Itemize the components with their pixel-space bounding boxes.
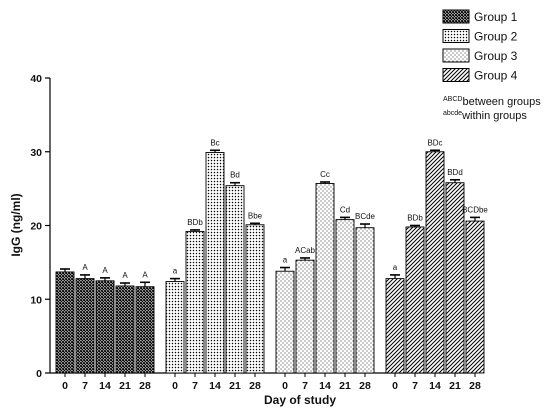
axes: 0 10 20 30 40 0 7 14 21 28 0 7 14 21 28 0 7 14 21 28 0 7 14 21 2… [30,73,481,392]
x-tick-label: 14 [99,380,111,392]
significance-label: Cc [320,170,330,179]
x-tick-label: 28 [139,380,151,392]
significance-label: BCde [355,212,376,221]
bar [295,259,315,374]
significance-label: Cd [340,205,350,214]
x-tick-label: 7 [192,380,198,392]
bar [185,230,205,374]
x-tick-label: 14 [209,380,221,392]
legend-swatch [442,48,470,63]
x-tick-label: 7 [82,380,88,392]
bar [385,278,405,374]
x-tick-label: 28 [249,380,261,392]
x-tick-label: 28 [469,380,481,392]
bar [275,270,295,374]
significance-label: A [142,270,148,279]
legend-label: Group 1 [474,10,518,24]
significance-label: BDc [427,138,442,147]
legend-swatch [442,29,470,43]
annotation-note: abcdewithin groups [443,110,527,122]
legend-swatch [442,68,470,82]
x-tick-label: 0 [62,380,68,392]
x-tick-label: 21 [229,380,241,392]
bar [55,271,75,374]
bar [465,220,485,374]
x-tick-label: 0 [282,380,288,392]
significance-label: BDb [187,218,203,227]
x-tick-label: 21 [449,380,461,392]
significance-label: Bc [210,138,219,147]
significance-label: A [122,271,128,280]
significance-label: BDd [447,168,463,177]
significance-label: ACab [295,246,316,255]
significance-label: A [82,263,88,272]
significance-label: a [283,256,288,265]
legend-label: Group 3 [474,49,518,63]
annotations: ABCDbetween groups abcdewithin groups [443,96,541,122]
bar [205,152,225,374]
significance-label: BDb [407,214,423,223]
legend-label: Group 4 [474,69,518,83]
significance-label: a [173,267,178,276]
significance-label: A [102,266,108,275]
x-axis-title: Day of study [264,393,336,407]
bars [55,149,485,374]
x-tick-label: 0 [392,380,398,392]
bar [115,285,135,374]
x-tick-label: 7 [412,380,418,392]
legend-label: Group 2 [474,30,518,44]
bar [245,224,265,374]
bar [315,183,335,374]
bar [335,219,355,374]
x-tick-label: 14 [319,380,331,392]
bar [225,185,245,374]
x-tick-label: 21 [119,380,131,392]
bar [165,281,185,374]
significance-label: a [393,263,398,272]
bar [75,278,95,374]
x-tick-label: 28 [359,380,371,392]
bar [355,227,375,374]
y-tick-label: 40 [30,73,42,85]
y-tick-label: 20 [30,221,42,233]
x-tick-label: 7 [302,380,308,392]
legend: Group 1 Group 2 Group 3 Group 4 [442,9,518,83]
bar [425,151,445,374]
x-tick-label: 21 [339,380,351,392]
legend-swatch [442,9,470,24]
annotation-note: ABCDbetween groups [443,96,541,108]
y-axis-title: IgG (ng/ml) [9,193,23,256]
y-tick-label: 0 [36,368,42,380]
bar [135,286,155,374]
y-tick-label: 30 [30,147,42,159]
y-tick-label: 10 [30,294,42,306]
significance-label: BCDbe [462,205,488,214]
x-tick-label: 14 [429,380,441,392]
significance-label: Bbe [248,211,263,220]
x-tick-label: 0 [172,380,178,392]
bar [95,280,115,374]
bar [405,226,425,374]
significance-label: Bd [230,171,240,180]
